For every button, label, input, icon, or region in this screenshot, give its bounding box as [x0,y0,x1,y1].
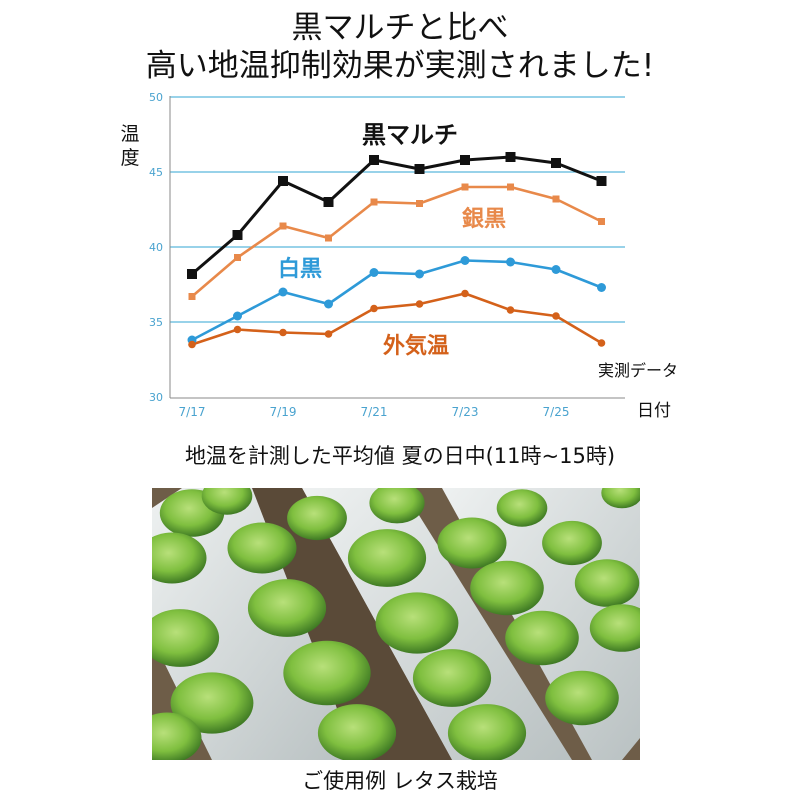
lettuce-plant [375,592,459,654]
data-point [416,200,423,207]
y-tick-label: 40 [149,241,163,254]
chart-caption: 地温を計測した平均値 夏の日中(11時~15時) [184,444,616,468]
data-point [278,287,288,297]
data-point [323,197,334,207]
data-point [369,268,379,277]
series-label-white-black: 白黒 [278,256,322,282]
data-point [324,330,333,338]
title-line-2: 高い地温抑制効果が実測されました! [145,48,655,84]
x-tick-label: 7/23 [452,405,479,419]
lettuce-plant [152,532,207,584]
data-point [506,257,515,267]
data-point [188,340,196,349]
lettuce-plant [317,704,397,760]
data-point [461,289,469,298]
data-point [414,164,425,174]
series-line-2 [191,259,602,342]
data-point [370,304,378,313]
data-point [598,218,605,225]
lettuce-plant [601,488,640,509]
data-point [505,152,516,162]
data-point [279,328,287,337]
lettuce-field-photo [152,488,640,760]
data-point [233,325,242,334]
data-point [597,283,606,292]
lettuce-plant [287,495,347,541]
series-label-black-mulch: 黒マルチ [362,121,458,149]
lettuce-plant [347,529,427,587]
x-tick-label: 7/17 [179,405,206,419]
data-point [460,256,470,265]
series-line-3 [191,292,603,346]
data-point [461,183,469,191]
lettuce-plant [201,488,253,515]
data-point [596,176,607,186]
temperature-line-chart: 30 35 40 45 50 7/17 7/19 7/21 7/23 7/25 温 度 日付 実… [120,91,678,421]
data-point [460,155,470,165]
data-point [369,155,379,165]
series-line-1 [191,185,603,298]
data-point [278,176,288,186]
y-tick-label: 45 [149,166,163,179]
lettuce-plant [227,522,297,574]
data-point [415,269,424,279]
data-point [597,339,606,347]
lettuce-plant [574,559,640,607]
y-tick-label: 35 [149,316,163,329]
lettuce-plant [589,604,640,652]
y-tick-label: 50 [149,91,163,104]
y-tick-label: 30 [149,391,163,404]
data-point [552,195,560,203]
x-axis-label: 日付 [637,401,671,421]
data-point [325,234,332,242]
lettuce-plant [505,610,579,666]
data-point [188,293,196,300]
data-point [551,158,561,168]
lettuce-plant [247,579,327,637]
x-tick-label: 7/21 [361,405,388,419]
series-label-silver-black: 銀黒 [462,207,506,232]
lettuce-plant [545,670,619,726]
data-point [233,311,242,321]
lettuce-plant [369,488,425,524]
data-point [324,299,333,309]
lettuce-plant [447,704,527,760]
lettuce-plant [412,649,492,707]
data-point [234,254,241,261]
lettuce-plant [470,560,544,616]
data-point [187,269,197,279]
data-note: 実測データ [598,361,678,380]
data-point [370,198,378,206]
lettuce-plant [152,712,202,760]
data-point [279,222,287,230]
data-point [552,312,560,320]
data-point [551,265,561,274]
lettuce-plant [542,520,602,566]
data-point [506,306,515,314]
photo-caption: ご使用例 レタス栽培 [302,769,498,793]
x-tick-label: 7/19 [270,405,297,419]
y-axis-label-line-2: 度 [120,147,139,169]
data-point [507,183,514,191]
lettuce-plant [283,640,371,706]
series-line-0 [191,155,603,276]
lettuce-plant [152,609,220,667]
x-tick-label: 7/25 [543,405,570,419]
lettuce-plant [496,489,548,527]
y-axis-label-line-1: 温 [120,123,139,145]
lettuce-plant [170,672,254,734]
data-point [415,300,424,308]
series-label-outside-air: 外気温 [383,333,449,359]
lettuce-plant [437,517,507,569]
data-point [232,230,243,240]
title-line-1: 黒マルチと比べ [291,10,509,46]
